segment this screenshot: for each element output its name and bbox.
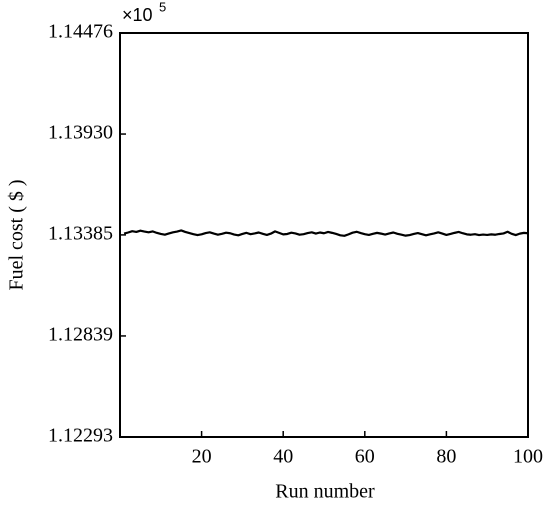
axis-multiplier-exponent: 5 [159, 0, 166, 14]
data-line [123, 229, 529, 237]
x-tick-label: 60 [355, 446, 375, 468]
y-tick-label: 1.13385 [48, 223, 113, 245]
x-tick-label: 80 [436, 446, 456, 468]
x-tick-label: 100 [513, 446, 543, 468]
y-tick-label: 1.12839 [48, 324, 113, 346]
y-tick-label: 1.14476 [48, 21, 113, 43]
x-tick-label: 20 [192, 446, 212, 468]
axis-multiplier: ×10 [122, 5, 153, 25]
y-tick-label: 1.12293 [48, 425, 113, 447]
x-tick-label: 40 [273, 446, 293, 468]
y-axis-label: Fuel cost ( $ ) [6, 179, 28, 290]
y-tick-label: 1.13930 [48, 122, 113, 144]
x-axis-label: Run number [275, 481, 375, 503]
